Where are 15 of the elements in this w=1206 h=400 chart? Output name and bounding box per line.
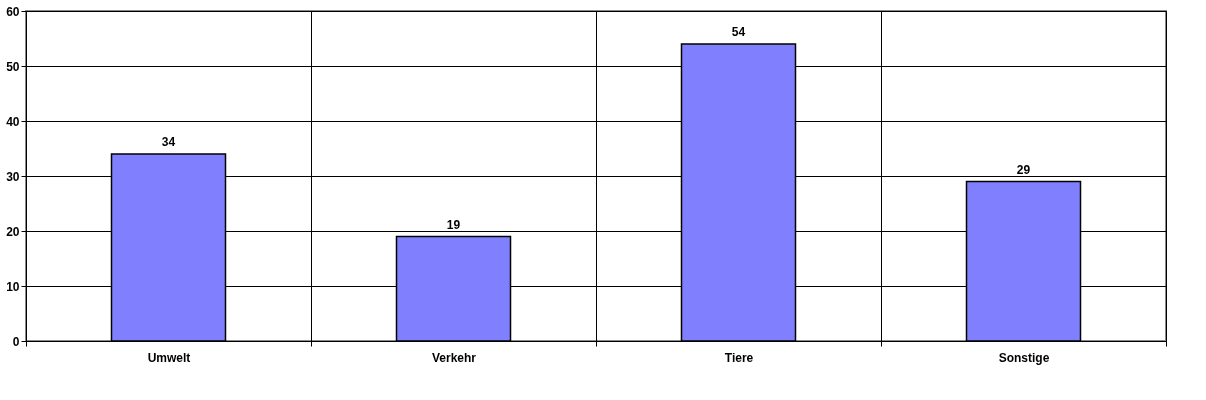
x-tick-label: Sonstige [998, 350, 1050, 365]
x-tick-label: Umwelt [147, 350, 191, 365]
data-label: 54 [731, 25, 746, 39]
y-tick-label: 60 [6, 4, 20, 19]
x-tick-label: Tiere [724, 350, 754, 365]
y-tick-label: 50 [6, 59, 20, 74]
data-label: 19 [446, 217, 461, 232]
y-tick-label: 10 [6, 279, 20, 294]
y-tick-label: 30 [6, 169, 20, 184]
data-label: 34 [161, 135, 176, 149]
y-tick-label: 40 [6, 114, 20, 129]
y-tick-label: 0 [12, 334, 20, 349]
y-tick-label: 20 [6, 224, 20, 239]
x-tick-label: Verkehr [431, 350, 477, 365]
data-label: 29 [1016, 162, 1031, 177]
